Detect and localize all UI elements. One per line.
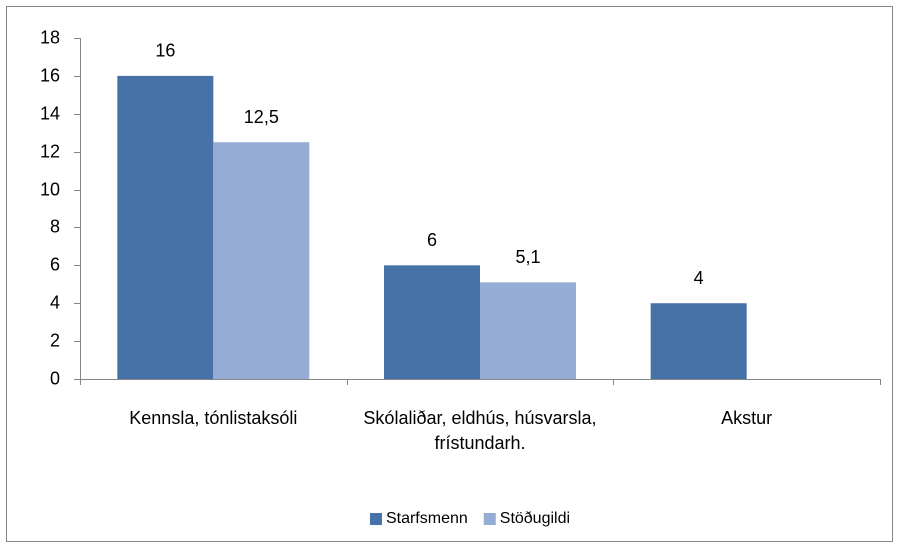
legend-swatch — [369, 513, 382, 525]
label-line: frístundarh. — [434, 433, 525, 453]
y-tick-label: 0 — [50, 368, 60, 388]
bar — [117, 75, 214, 379]
y-tick-label: 14 — [40, 103, 60, 123]
x-tick-label: Skólaliðar, eldhús, húsvarsla, frístundar… — [363, 408, 596, 453]
legend-label: Stöðugildi — [500, 510, 570, 527]
label-line: Kennsla, tónlistaksóli — [129, 408, 297, 428]
y-tick-label: 16 — [40, 65, 60, 85]
legend: Starfsmenn Stöðugildi — [369, 510, 570, 527]
y-tick-label: 2 — [50, 330, 60, 350]
y-tick-label: 18 — [40, 27, 60, 47]
legend-label: Starfsmenn — [386, 510, 468, 527]
x-tick-label: Kennsla, tónlistaksóli — [129, 408, 297, 428]
y-tick-label: 4 — [50, 292, 60, 312]
bar — [480, 282, 576, 379]
x-tick-label: Akstur — [721, 408, 772, 428]
data-label: 4 — [694, 268, 704, 288]
y-tick-label: 6 — [50, 254, 60, 274]
y-tick-label: 8 — [50, 216, 60, 236]
y-tick-label: 10 — [40, 179, 60, 199]
data-label: 16 — [155, 41, 175, 61]
legend-swatch — [483, 513, 496, 525]
data-label: 6 — [427, 230, 437, 250]
data-label: 12,5 — [244, 107, 279, 127]
bar — [384, 265, 480, 379]
data-label: 5,1 — [515, 247, 540, 267]
y-tick-label: 12 — [40, 141, 60, 161]
bar — [213, 142, 310, 379]
label-line: Skólaliðar, eldhús, húsvarsla, — [363, 408, 596, 428]
label-line: Akstur — [721, 408, 772, 428]
bar — [650, 303, 747, 379]
